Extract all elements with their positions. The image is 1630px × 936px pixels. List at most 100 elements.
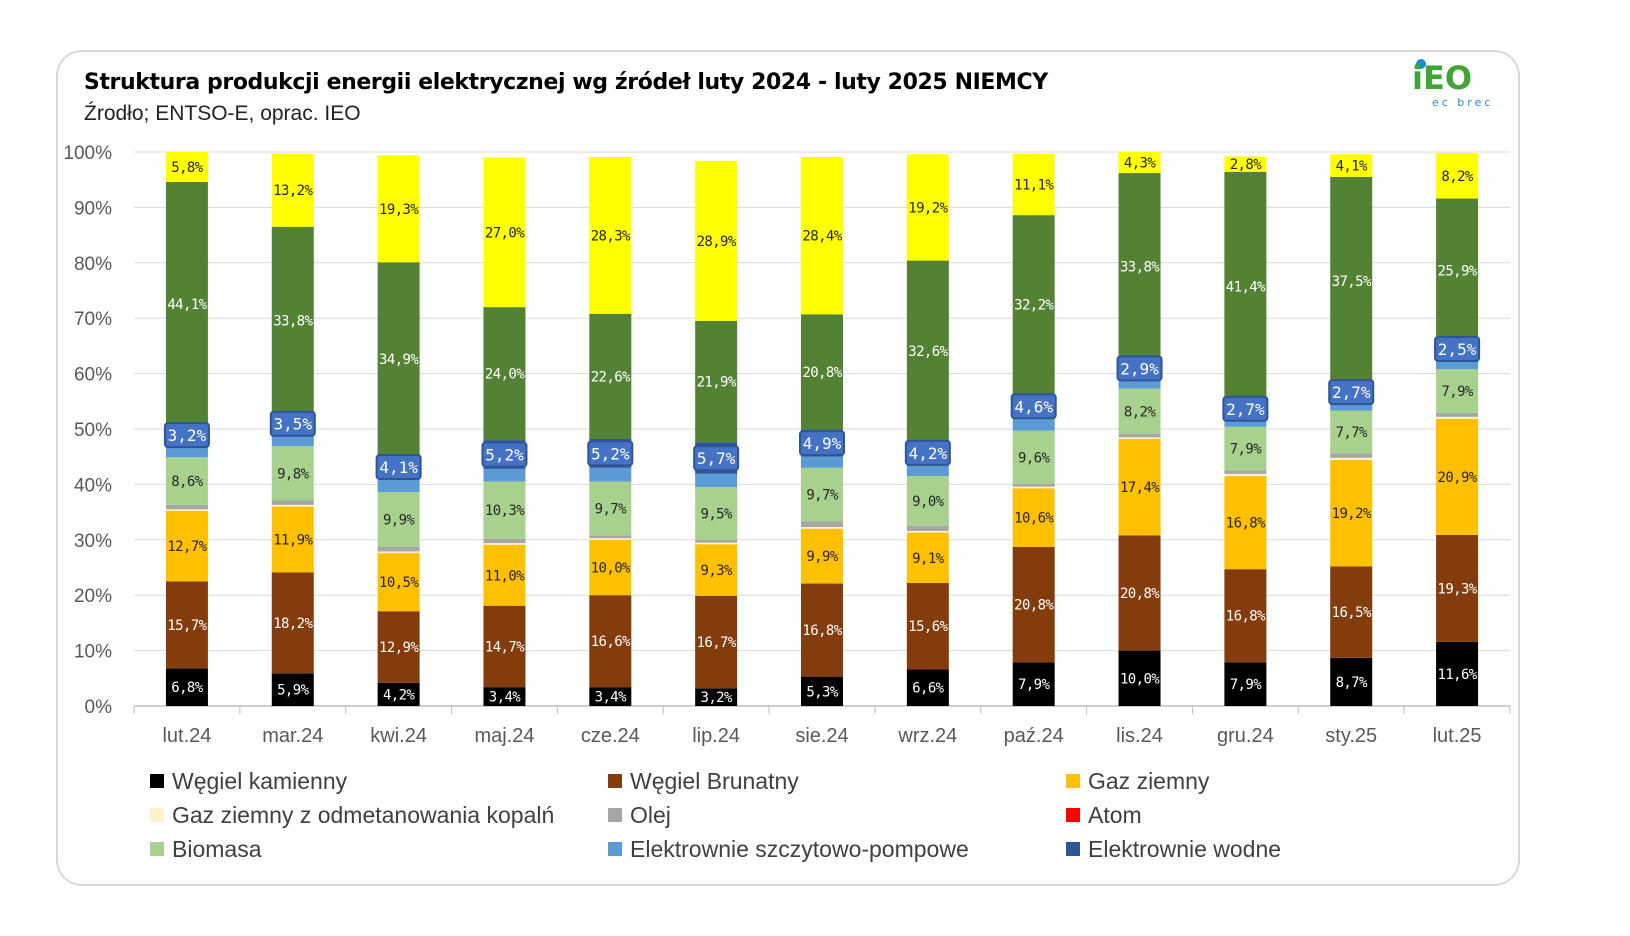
data-label: 10,6% — [1014, 511, 1054, 527]
bar-segment — [1012, 662, 1055, 706]
data-label: 16,8% — [1226, 609, 1266, 625]
data-label: 13,2% — [273, 183, 313, 199]
data-label-box — [693, 445, 740, 472]
bar-segment — [1330, 399, 1373, 411]
bar-segment — [1330, 154, 1373, 177]
data-label: 4,1% — [379, 458, 418, 477]
bar-segment — [1012, 547, 1055, 663]
data-label: 20,9% — [1437, 470, 1477, 486]
data-label: 9,0% — [912, 494, 944, 510]
bar-segment — [1436, 419, 1479, 535]
data-label-box — [1010, 393, 1057, 420]
data-label: 34,9% — [379, 352, 419, 368]
data-label: 16,7% — [697, 635, 737, 651]
legend-label: Gaz ziemny — [1088, 767, 1210, 794]
x-tick-label: lis.24 — [1116, 725, 1163, 747]
data-label: 20,8% — [1120, 586, 1160, 602]
data-label: 3,4% — [489, 690, 521, 706]
bar-segment — [271, 504, 314, 507]
data-label-box — [481, 441, 528, 468]
data-label: 5,2% — [485, 445, 524, 464]
legend-item: Elektrownie wodne — [1066, 834, 1526, 864]
legend-label: Gaz ziemny z odmetanowania kopalń — [172, 801, 555, 828]
bar-segment — [165, 668, 208, 706]
legend-label: Elektrownie szczytowo-pompowe — [630, 835, 969, 862]
data-label: 2,8% — [1230, 157, 1262, 173]
bar-segment — [801, 527, 843, 529]
x-tick-label: kwi.24 — [370, 725, 427, 747]
legend-label: Atom — [1088, 801, 1142, 828]
bar-segment — [1436, 534, 1479, 642]
bar-segment — [589, 467, 632, 482]
x-tick-label: gru.24 — [1217, 725, 1274, 747]
bar-segment — [1436, 153, 1479, 199]
data-label: 18,2% — [273, 616, 313, 632]
bar-segment — [695, 473, 738, 488]
bar-segment — [695, 487, 738, 540]
bar-segment — [1436, 369, 1479, 413]
data-label: 17,4% — [1120, 480, 1160, 496]
data-label: 7,9% — [1018, 677, 1050, 693]
data-label: 5,8% — [171, 160, 203, 176]
legend-item: Gaz ziemny z odmetanowania kopalń — [150, 800, 608, 830]
logo-text: iEO — [1412, 59, 1472, 97]
data-label: 2,7% — [1226, 400, 1265, 419]
bar-segment — [1224, 473, 1267, 477]
legend-label: Biomasa — [172, 835, 262, 862]
bar-segment — [1436, 198, 1479, 343]
bar-segment — [1012, 430, 1055, 484]
data-label: 27,0% — [485, 225, 525, 241]
bar-segment — [589, 539, 632, 596]
data-label: 3,2% — [700, 690, 732, 706]
bar-segment — [165, 509, 208, 511]
bar-segment — [589, 535, 632, 539]
data-label-box — [587, 440, 634, 467]
bar-segment — [271, 673, 314, 706]
data-label: 16,8% — [802, 623, 842, 639]
data-label-box — [269, 410, 316, 437]
data-label: 4,9% — [803, 434, 842, 453]
chart-legend: Węgiel kamienny Węgiel Brunatny Gaz ziemny… — [150, 766, 1530, 864]
bar-segment — [801, 583, 843, 677]
legend-item: Węgiel Brunatny — [608, 766, 1066, 796]
x-tick-label: cze.24 — [581, 725, 640, 747]
data-label: 41,4% — [1226, 280, 1266, 296]
bar-segment — [165, 510, 208, 582]
data-label: 19,2% — [1332, 506, 1372, 522]
bar-segment — [906, 525, 949, 531]
bar-segment — [589, 481, 632, 536]
bar-segment — [1118, 433, 1161, 438]
bar-segment — [1224, 171, 1267, 402]
data-label: 6,8% — [171, 680, 203, 696]
bar-segment — [906, 464, 949, 477]
y-tick-label: 40% — [74, 475, 112, 496]
bar-segment — [483, 157, 526, 308]
data-label: 19,3% — [379, 202, 419, 218]
bar-segment — [1224, 476, 1267, 570]
logo-tagline: ec brec — [1432, 96, 1493, 109]
data-label: 11,6% — [1437, 667, 1477, 683]
data-label-box — [904, 439, 951, 466]
bar-segment — [695, 688, 738, 706]
data-label-box — [799, 430, 845, 457]
y-tick-label: 70% — [74, 309, 112, 330]
bar-segment — [695, 542, 738, 545]
bar-segment — [801, 467, 843, 522]
data-label: 2,5% — [1438, 340, 1477, 359]
data-label: 16,5% — [1332, 605, 1372, 621]
x-tick-label: lut.25 — [1433, 725, 1482, 747]
x-tick-label: sty.25 — [1325, 725, 1377, 747]
data-label: 10,3% — [485, 503, 525, 519]
bar-segment — [1012, 215, 1055, 394]
legend-swatch — [608, 808, 622, 822]
bar-segment — [589, 687, 632, 706]
bar-segment — [377, 682, 420, 706]
data-label: 8,2% — [1441, 169, 1473, 185]
y-tick-label: 90% — [74, 198, 112, 219]
data-label: 28,9% — [697, 234, 737, 250]
data-label: 28,4% — [802, 229, 842, 245]
bar-segment — [1224, 662, 1267, 706]
bar-segment — [271, 446, 314, 501]
bar-segment — [589, 595, 632, 688]
bar-segment — [165, 457, 208, 505]
